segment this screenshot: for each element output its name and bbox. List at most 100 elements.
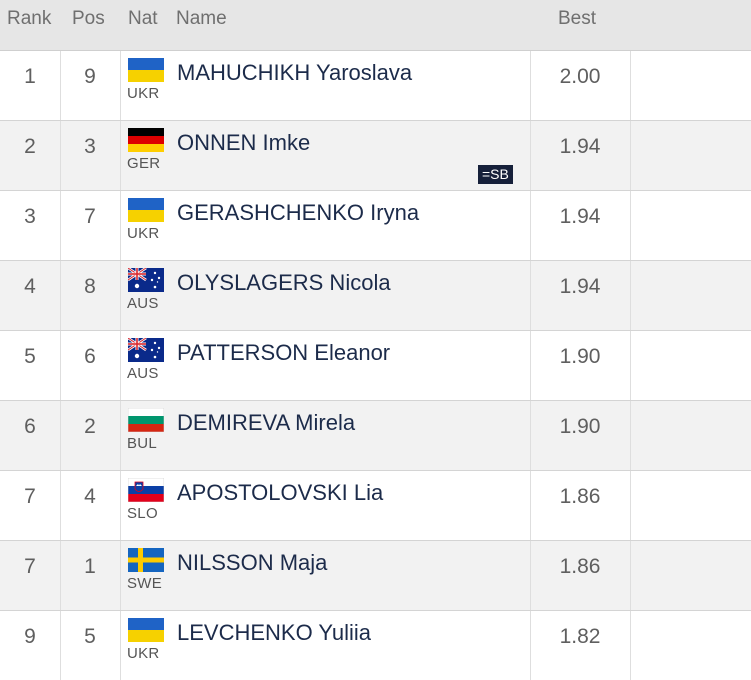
ukraine-flag-icon xyxy=(128,58,164,82)
column-divider xyxy=(530,401,531,470)
column-divider xyxy=(530,191,531,260)
pos-cell: 6 xyxy=(84,345,96,368)
table-row[interactable]: 7 1 SWE NILSSON Maja 1.86 xyxy=(0,541,751,611)
best-cell: 1.94 xyxy=(559,135,601,158)
ukraine-flag-icon xyxy=(128,618,164,642)
table-row[interactable]: 6 2 BUL DEMIREVA Mirela 1.90 xyxy=(0,401,751,471)
athlete-name[interactable]: DEMIREVA Mirela xyxy=(177,410,356,435)
athlete-name[interactable]: APOSTOLOVSKI Lia xyxy=(177,480,384,505)
column-divider xyxy=(530,121,531,190)
column-divider xyxy=(60,191,61,260)
athlete-name[interactable]: ONNEN Imke xyxy=(177,130,311,155)
athlete-name[interactable]: GERASHCHENKO Iryna xyxy=(177,200,420,225)
column-divider xyxy=(120,121,121,190)
pos-cell: 9 xyxy=(84,65,96,88)
best-cell: 1.82 xyxy=(559,625,601,648)
table-row[interactable]: 3 7 UKR GERASHCHENKO Iryna 1.94 xyxy=(0,191,751,261)
rank-cell: 2 xyxy=(24,135,36,158)
nat-code: UKR xyxy=(127,225,160,242)
best-cell: 1.86 xyxy=(559,555,601,578)
header-rank[interactable]: Rank xyxy=(7,8,52,29)
column-divider xyxy=(120,191,121,260)
table-row[interactable]: 4 8 AUS OLYSLAGERS Nicola 1.94 xyxy=(0,261,751,331)
australia-flag-icon xyxy=(128,338,164,362)
header-best[interactable]: Best xyxy=(558,8,597,29)
pos-cell: 1 xyxy=(84,555,96,578)
column-divider xyxy=(630,121,631,190)
column-divider xyxy=(630,51,631,120)
bulgaria-flag-icon xyxy=(128,408,164,432)
athlete-name[interactable]: NILSSON Maja xyxy=(177,550,328,575)
athlete-name[interactable]: MAHUCHIKH Yaroslava xyxy=(177,60,413,85)
germany-flag-icon xyxy=(128,128,164,152)
column-divider xyxy=(630,541,631,610)
rank-cell: 1 xyxy=(24,65,36,88)
column-divider xyxy=(120,541,121,610)
pos-cell: 7 xyxy=(84,205,96,228)
athlete-name[interactable]: PATTERSON Eleanor xyxy=(177,340,391,365)
pos-cell: 3 xyxy=(84,135,96,158)
column-divider xyxy=(60,471,61,540)
column-divider xyxy=(530,261,531,330)
rank-cell: 9 xyxy=(24,625,36,648)
header-pos[interactable]: Pos xyxy=(72,8,105,29)
best-cell: 1.86 xyxy=(559,485,601,508)
nat-code: AUS xyxy=(127,295,159,312)
nat-code: SWE xyxy=(127,575,163,592)
slovenia-flag-icon xyxy=(128,478,164,502)
nat-code: GER xyxy=(127,155,161,172)
rank-cell: 4 xyxy=(24,275,36,298)
column-divider xyxy=(630,261,631,330)
best-cell: 2.00 xyxy=(559,65,601,88)
rank-cell: 3 xyxy=(24,205,36,228)
column-divider xyxy=(120,261,121,330)
column-divider xyxy=(60,611,61,680)
column-divider xyxy=(120,611,121,680)
column-divider xyxy=(120,51,121,120)
column-divider xyxy=(530,611,531,680)
athlete-name[interactable]: OLYSLAGERS Nicola xyxy=(177,270,391,295)
best-cell: 1.94 xyxy=(559,275,601,298)
column-divider xyxy=(530,51,531,120)
pos-cell: 4 xyxy=(84,485,96,508)
column-divider xyxy=(530,331,531,400)
pos-cell: 8 xyxy=(84,275,96,298)
column-divider xyxy=(530,541,531,610)
nat-code: UKR xyxy=(127,645,160,662)
table-row[interactable]: 5 6 AUS PATTERSON Eleanor 1.90 xyxy=(0,331,751,401)
ukraine-flag-icon xyxy=(128,198,164,222)
header-nat[interactable]: Nat xyxy=(128,8,158,29)
column-divider xyxy=(630,331,631,400)
column-divider xyxy=(120,401,121,470)
column-divider xyxy=(630,401,631,470)
rank-cell: 5 xyxy=(24,345,36,368)
column-divider xyxy=(120,471,121,540)
table-header: Rank Pos Nat Name Best xyxy=(0,0,751,51)
athlete-name[interactable]: LEVCHENKO Yuliia xyxy=(177,620,372,645)
column-divider xyxy=(60,401,61,470)
column-divider xyxy=(530,471,531,540)
column-divider xyxy=(60,51,61,120)
table-row[interactable]: 2 3 GER ONNEN Imke =SB 1.94 xyxy=(0,121,751,191)
column-divider xyxy=(60,261,61,330)
nat-code: AUS xyxy=(127,365,159,382)
sweden-flag-icon xyxy=(128,548,164,572)
best-cell: 1.90 xyxy=(559,345,601,368)
column-divider xyxy=(60,331,61,400)
rank-cell: 7 xyxy=(24,555,36,578)
nat-code: BUL xyxy=(127,435,158,452)
table-row[interactable]: 7 4 SLO APOSTOLOVSKI Lia 1.86 xyxy=(0,471,751,541)
best-cell: 1.90 xyxy=(559,415,601,438)
pos-cell: 5 xyxy=(84,625,96,648)
rank-cell: 7 xyxy=(24,485,36,508)
header-name[interactable]: Name xyxy=(176,8,227,29)
pos-cell: 2 xyxy=(84,415,96,438)
rank-cell: 6 xyxy=(24,415,36,438)
table-body: 1 9 UKR MAHUCHIKH Yaroslava 2.00 2 3 GER ONNEN I… xyxy=(0,51,751,680)
column-divider xyxy=(630,191,631,260)
table-row[interactable]: 1 9 UKR MAHUCHIKH Yaroslava 2.00 xyxy=(0,51,751,121)
column-divider xyxy=(630,611,631,680)
nat-code: SLO xyxy=(127,505,158,522)
table-row[interactable]: 9 5 UKR LEVCHENKO Yuliia 1.82 xyxy=(0,611,751,680)
